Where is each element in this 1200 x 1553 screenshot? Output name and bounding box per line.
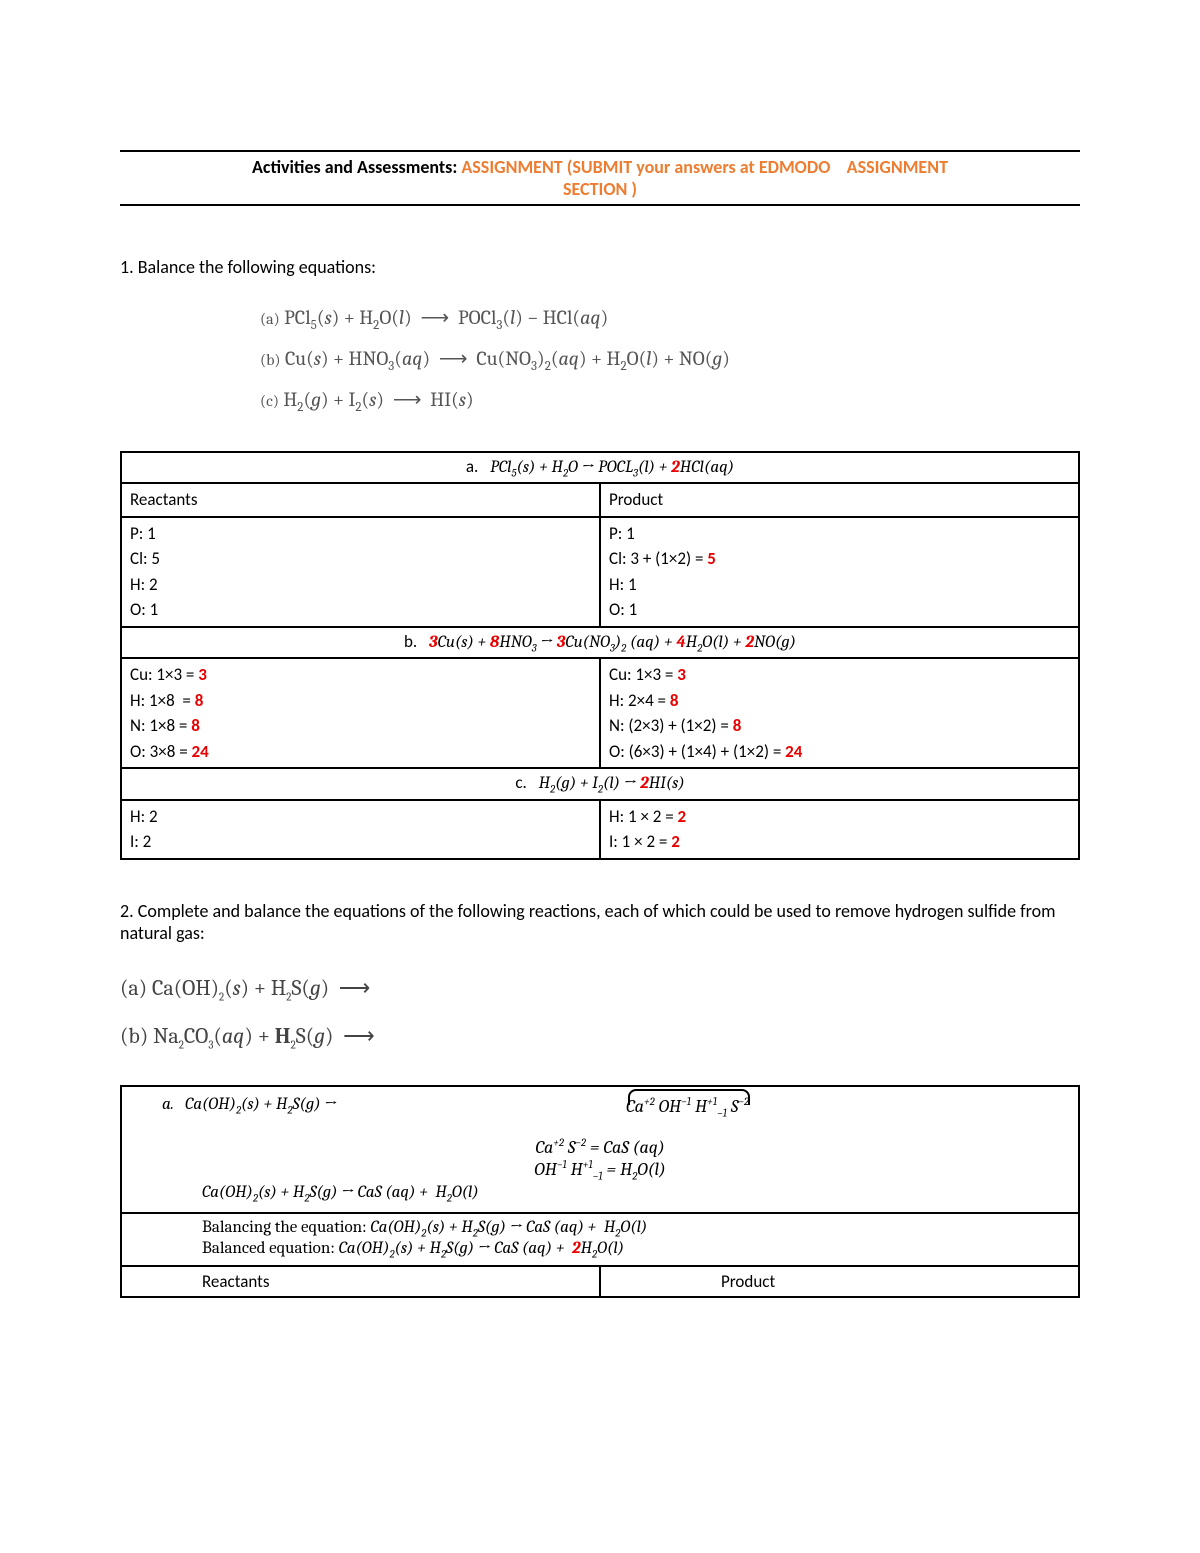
q1-given-equations: (a) PCl5(s) + H2O(l) ⟶ POCl3(l) − HCl(aq… — [120, 298, 1080, 421]
q2-given-equations: (a) Ca(OH)2(s) + H2S(g) ⟶ (b) Na2CO3(aq)… — [120, 964, 1080, 1061]
q1-row-b-eq: b. 3Cu(s) + 8HNO3 → 3Cu(NO3)2 (aq) + 4H2… — [121, 627, 1079, 658]
q1-answer-table: a. PCl5(s) + H2O → POCL3(l) + 2HCl(aq) R… — [120, 451, 1080, 860]
q1-b-reactants: Cu: 1×3 = 3 H: 1×8 = 8 N: 1×8 = 8 O: 3×8… — [121, 658, 600, 768]
q1-c-products: H: 1 × 2 = 2 I: 1 × 2 = 2 — [600, 800, 1079, 859]
q2-a-balancing: Balancing the equation: Ca(OH)2(s) + H2S… — [121, 1213, 1079, 1266]
q1-b-products: Cu: 1×3 = 3 H: 2×4 = 8 N: (2×3) + (1×2) … — [600, 658, 1079, 768]
q1-a-reactants: P: 1 Cl: 5 H: 2 O: 1 — [121, 517, 600, 627]
q2-given-a: (a) Ca(OH)2(s) + H2S(g) ⟶ — [120, 964, 1080, 1012]
q2-prompt: 2. Complete and balance the equations of… — [120, 900, 1080, 944]
document-page: Activities and Assessments: ASSIGNMENT (… — [0, 0, 1200, 1358]
q2-hdr-product: Product — [600, 1266, 1079, 1297]
q1-hdr-reactants: Reactants — [121, 483, 600, 517]
q1-given-c: (c) H2(g) + I2(s) ⟶ HI(s) — [260, 380, 1080, 421]
header-label: Activities and Assessments: — [252, 156, 457, 178]
q2-hdr-reactants: Reactants — [121, 1266, 600, 1297]
q1-prompt: 1. Balance the following equations: — [120, 256, 1080, 278]
q1-hdr-product: Product — [600, 483, 1079, 517]
q1-row-c-eq: c. H2(g) + I2(l) → 2HI(s) — [121, 768, 1079, 799]
q1-given-a: (a) PCl5(s) + H2O(l) ⟶ POCl3(l) − HCl(aq… — [260, 298, 1080, 339]
header-orange-1: ASSIGNMENT (SUBMIT your answers at EDMOD… — [461, 156, 830, 178]
q1-a-products: P: 1 Cl: 3 + (1×2) = 5 H: 1 O: 1 — [600, 517, 1079, 627]
q1-row-a-eq: a. PCl5(s) + H2O → POCL3(l) + 2HCl(aq) — [121, 452, 1079, 483]
header-banner: Activities and Assessments: ASSIGNMENT (… — [120, 150, 1080, 206]
header-orange-3: SECTION ) — [563, 178, 637, 200]
q1-given-b: (b) Cu(s) + HNO3(aq) ⟶ Cu(NO3)2(aq) + H2… — [260, 339, 1080, 380]
q2-given-b: (b) Na2CO3(aq) + H2S(g) ⟶ — [120, 1012, 1080, 1060]
q2-answer-table: a. Ca(OH)2(s) + H2S(g) → Ca+2 OH−1 H+1−1… — [120, 1085, 1080, 1297]
q1-c-reactants: H: 2 I: 2 — [121, 800, 600, 859]
q2-a-work: a. Ca(OH)2(s) + H2S(g) → Ca+2 OH−1 H+1−1… — [121, 1086, 1079, 1213]
header-orange-2: ASSIGNMENT — [847, 156, 948, 178]
